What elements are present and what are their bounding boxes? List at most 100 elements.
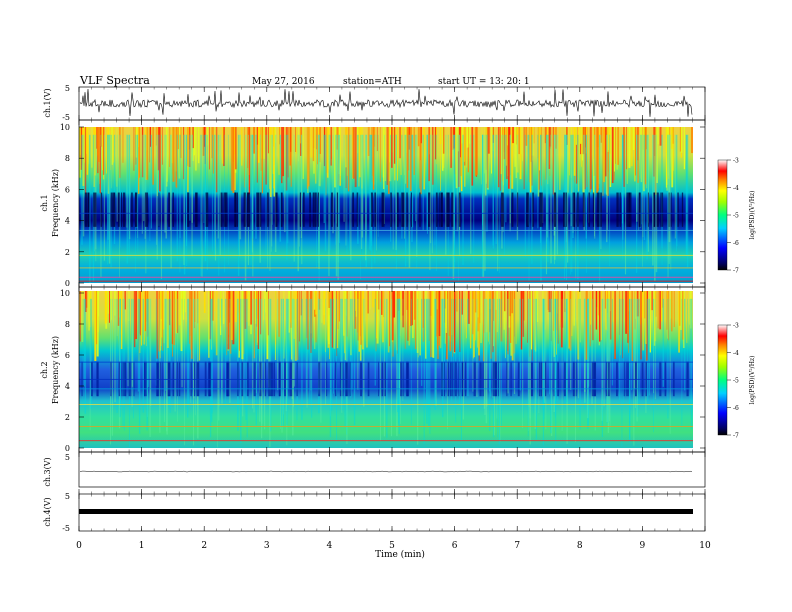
spectral-streak bbox=[466, 127, 469, 148]
ch1-channel-label: ch.1 bbox=[40, 194, 49, 211]
spectral-streak bbox=[268, 361, 271, 397]
ch3-waveform-frame bbox=[78, 451, 706, 488]
ch1-ytick-top: 5 bbox=[65, 84, 70, 93]
spectral-streak bbox=[169, 291, 171, 326]
spectral-streak bbox=[194, 298, 196, 416]
spectral-streak bbox=[264, 361, 267, 397]
spectral-streak bbox=[360, 361, 363, 397]
spectral-streak bbox=[547, 134, 549, 238]
spectral-streak bbox=[686, 298, 688, 391]
spectral-streak bbox=[251, 134, 253, 253]
spectral-streak bbox=[269, 127, 271, 189]
spectral-streak bbox=[644, 127, 647, 185]
spectral-streak bbox=[451, 291, 453, 336]
spectral-streak bbox=[395, 134, 397, 251]
spectral-streak bbox=[350, 134, 352, 261]
spectral-streak bbox=[626, 127, 628, 184]
spectral-streak bbox=[82, 127, 85, 186]
spectral-streak bbox=[550, 298, 552, 434]
spectral-streak bbox=[398, 298, 400, 407]
spectral-streak bbox=[474, 127, 477, 177]
spectral-streak bbox=[678, 291, 680, 353]
spectral-streak bbox=[473, 291, 475, 358]
spectral-streak bbox=[94, 291, 97, 361]
spectral-streak bbox=[583, 298, 586, 410]
spectral-streak bbox=[273, 127, 275, 189]
spectral-streak bbox=[635, 291, 636, 319]
spectral-streak bbox=[156, 291, 158, 359]
spectral-streak bbox=[630, 127, 633, 167]
spectral-streak bbox=[666, 127, 669, 191]
spectral-streak bbox=[581, 127, 582, 167]
spectral-streak bbox=[690, 291, 692, 329]
spectral-streak bbox=[136, 134, 138, 229]
spectral-streak bbox=[217, 298, 218, 448]
spectral-streak bbox=[308, 127, 310, 187]
spectral-streak bbox=[246, 361, 249, 397]
spectral-streak bbox=[491, 127, 493, 174]
spectral-streak bbox=[540, 134, 541, 244]
spectral-streak bbox=[310, 298, 312, 391]
spectral-streak bbox=[248, 291, 250, 326]
spectral-streak bbox=[222, 127, 224, 164]
spectral-streak bbox=[612, 291, 614, 323]
spectral-streak bbox=[146, 298, 148, 417]
spectral-streak bbox=[80, 127, 83, 170]
spectral-streak bbox=[505, 291, 506, 359]
spectral-streak bbox=[116, 127, 118, 187]
spectral-streak bbox=[551, 298, 553, 436]
spectral-streak bbox=[190, 298, 192, 404]
spectral-streak bbox=[538, 361, 540, 397]
spectral-streak bbox=[667, 298, 669, 419]
spectral-streak bbox=[404, 134, 407, 267]
spectral-streak bbox=[518, 127, 520, 155]
spectral-streak bbox=[511, 291, 513, 314]
spectral-streak bbox=[431, 291, 433, 358]
spectral-streak bbox=[550, 291, 552, 342]
spectral-streak bbox=[203, 291, 206, 314]
spectral-streak bbox=[409, 291, 411, 326]
spectral-streak bbox=[633, 298, 635, 446]
spectral-streak bbox=[201, 134, 203, 277]
spectral-streak bbox=[644, 127, 646, 190]
spectral-streak bbox=[312, 192, 315, 227]
spectral-streak bbox=[609, 134, 611, 267]
spectral-streak bbox=[137, 134, 138, 238]
spectral-streak bbox=[245, 298, 247, 421]
spectral-streak bbox=[420, 127, 422, 195]
colorbar-tick-label: -5 bbox=[733, 213, 739, 220]
spectral-streak bbox=[462, 361, 464, 397]
spectral-streak bbox=[570, 127, 572, 178]
spectral-streak bbox=[550, 134, 552, 264]
spectral-streak bbox=[278, 291, 280, 337]
spectral-streak bbox=[453, 134, 456, 263]
spectral-streak bbox=[536, 291, 539, 323]
time-axis-tick-labels: 0 1 2 3 4 5 6 7 8 9 10 bbox=[76, 541, 711, 551]
spectral-streak bbox=[606, 298, 608, 423]
spectral-streak bbox=[519, 298, 522, 391]
spectral-streak bbox=[463, 127, 466, 162]
spectral-streak bbox=[390, 134, 392, 242]
spectral-streak bbox=[365, 134, 368, 267]
spectral-streak bbox=[629, 298, 631, 443]
spectral-streak bbox=[520, 291, 523, 350]
spectral-band bbox=[79, 229, 693, 231]
spectral-streak bbox=[595, 291, 598, 330]
spectral-streak bbox=[684, 298, 686, 391]
spectral-streak bbox=[454, 361, 457, 397]
spectral-streak bbox=[196, 298, 198, 406]
spectral-streak bbox=[281, 298, 283, 433]
spectral-streak bbox=[101, 127, 103, 171]
spectral-streak bbox=[635, 127, 637, 176]
spectral-streak bbox=[508, 291, 511, 328]
spectral-streak bbox=[349, 361, 351, 397]
spectral-streak bbox=[589, 127, 591, 193]
spectral-streak bbox=[600, 134, 602, 250]
spectral-streak bbox=[462, 134, 464, 266]
spectral-streak bbox=[146, 298, 148, 394]
spectral-streak bbox=[654, 127, 657, 195]
spectral-streak bbox=[540, 192, 543, 227]
spectral-streak bbox=[85, 192, 88, 227]
spectral-streak bbox=[259, 127, 261, 148]
